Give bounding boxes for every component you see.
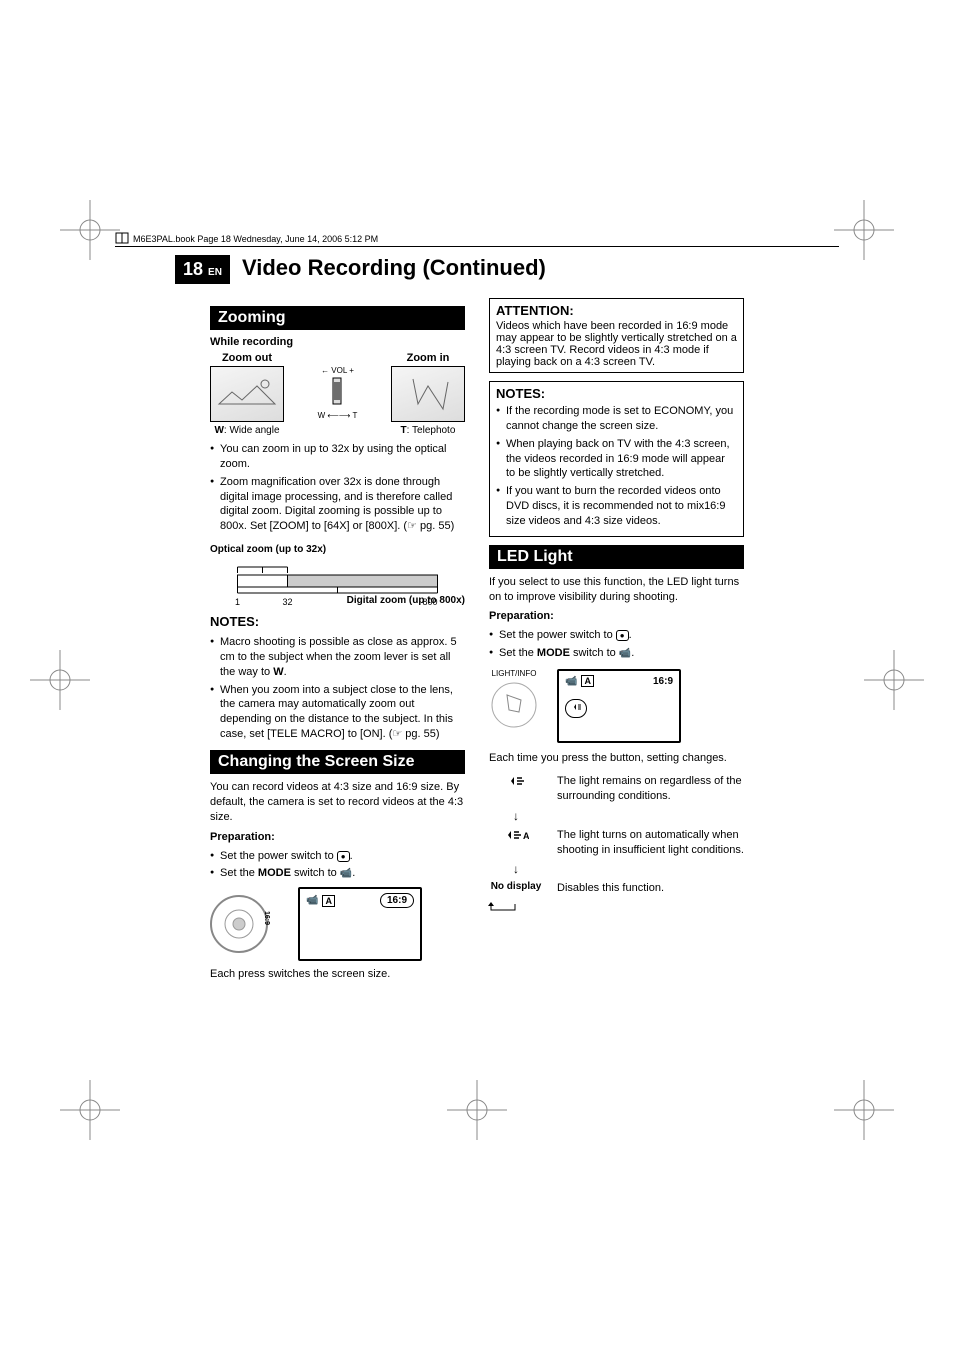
led-prep-list: Set the power switch to ●. Set the MODE …: [489, 628, 744, 661]
video-mode-icon: 📹: [340, 868, 352, 879]
video-mode-icon: 📹: [619, 648, 631, 659]
attention-box: ATTENTION: Videos which have been record…: [489, 298, 744, 373]
book-icon: [115, 232, 129, 244]
crop-mark-bm: [447, 1080, 507, 1140]
screen-preview: 📹 A 16:9: [298, 887, 422, 961]
optical-zoom-label: Optical zoom (up to 32x): [210, 544, 465, 555]
notes1-item-1: Macro shooting is possible as close as a…: [210, 635, 465, 680]
mode-loop-arrow: [485, 902, 545, 914]
a-box: A: [581, 675, 594, 687]
led-prep-title: Preparation:: [489, 610, 744, 622]
light-auto-icon: A: [489, 828, 543, 845]
led-screen-preview: 📹 A 16:9: [557, 669, 681, 743]
t-caption: T: Telephoto: [391, 425, 465, 436]
zoom-out-thumb: [210, 366, 284, 422]
arrow-down-2: ↓: [489, 863, 543, 875]
zoom-bullet-1: You can zoom in up to 32x by using the o…: [210, 442, 465, 472]
notes1-list: Macro shooting is possible as close as a…: [210, 635, 465, 742]
w-caption: W: Wide angle: [210, 425, 284, 436]
light-button-icon: [489, 680, 539, 730]
notes2-item-3: If you want to burn the recorded videos …: [496, 484, 737, 529]
notes2-title: NOTES:: [496, 386, 737, 401]
notes1-title: NOTES:: [210, 614, 465, 629]
video-icon: 📹: [565, 676, 577, 687]
crop-mark-ml: [30, 650, 90, 710]
led-intro: If you select to use this function, the …: [489, 575, 744, 605]
arrow-down-1: ↓: [489, 810, 543, 822]
svg-text:A: A: [523, 831, 529, 841]
notes1-item-2: When you zoom into a subject close to th…: [210, 683, 465, 742]
attention-title: ATTENTION:: [496, 303, 737, 318]
screensize-prep-title: Preparation:: [210, 831, 465, 843]
light-on-text: The light remains on regardless of the s…: [557, 774, 744, 804]
a-box: A: [322, 895, 335, 907]
header-rule: M6E3PAL.book Page 18 Wednesday, June 14,…: [115, 226, 839, 247]
mode-dial: 16:9: [210, 895, 268, 953]
light-modes-list: The light remains on regardless of the s…: [489, 774, 744, 917]
page-number: 18: [183, 259, 203, 279]
notes2-item-2: When playing back on TV with the 4:3 scr…: [496, 437, 737, 482]
right-column: ATTENTION: Videos which have been record…: [489, 298, 744, 987]
led-header: LED Light: [489, 545, 744, 569]
led-diagram-row: LIGHT/INFO 📹 A 16:9: [489, 669, 744, 743]
screensize-press: Each press switches the screen size.: [210, 967, 465, 982]
notes2-box: NOTES: If the recording mode is set to E…: [489, 381, 744, 537]
screensize-prep1: Set the power switch to ●.: [210, 849, 465, 864]
led-prep2: Set the MODE switch to 📹.: [489, 646, 744, 661]
light-auto-text: The light turns on automatically when sh…: [557, 828, 744, 858]
zoom-out-label: Zoom out: [210, 352, 284, 364]
led-circled-icon: [565, 699, 587, 718]
svg-text:1: 1: [235, 597, 240, 607]
page-number-box: 18 EN: [175, 255, 230, 284]
while-recording: While recording: [210, 336, 465, 348]
led-prep1: Set the power switch to ●.: [489, 628, 744, 643]
notes2-item-1: If the recording mode is set to ECONOMY,…: [496, 404, 737, 434]
left-column: Zooming While recording Zoom out W: Wide…: [210, 298, 465, 987]
screensize-intro: You can record videos at 4:3 size and 16…: [210, 780, 465, 825]
zoom-lever-diagram: ← VOL + W ⟵⟶ T: [318, 366, 358, 420]
zooming-header: Zooming: [210, 306, 465, 330]
zoom-range-diagram: 1 32 800: [214, 559, 461, 599]
screensize-header: Changing the Screen Size: [210, 750, 465, 774]
screensize-prep2: Set the MODE switch to 📹.: [210, 866, 465, 881]
zoom-bullet-2: Zoom magnification over 32x is done thro…: [210, 475, 465, 534]
crop-mark-tr: [834, 200, 894, 260]
title-row: 18 EN Video Recording (Continued): [175, 255, 779, 284]
zoom-bullets: You can zoom in up to 32x by using the o…: [210, 442, 465, 534]
ratio-text: 16:9: [653, 676, 673, 687]
zoom-in-thumb: [391, 366, 465, 422]
no-display-text: Disables this function.: [557, 881, 744, 896]
page-lang: EN: [208, 267, 222, 278]
rec-icon: ●: [337, 851, 350, 862]
rec-icon: ●: [616, 630, 629, 641]
crop-mark-mr: [864, 650, 924, 710]
no-display-label: No display: [489, 881, 543, 892]
screensize-prep-list: Set the power switch to ●. Set the MODE …: [210, 849, 465, 882]
svg-text:800: 800: [422, 597, 437, 607]
attention-body: Videos which have been recorded in 16:9 …: [496, 320, 737, 368]
page-title: Video Recording (Continued): [242, 255, 546, 281]
light-info-label: LIGHT/INFO: [489, 669, 539, 678]
crop-mark-br: [834, 1080, 894, 1140]
zoom-in-label: Zoom in: [391, 352, 465, 364]
crop-mark-tl: [60, 200, 120, 260]
light-on-icon: [489, 774, 543, 791]
led-each-press: Each time you press the button, setting …: [489, 751, 744, 766]
ratio-badge: 16:9: [380, 893, 414, 908]
header-bookinfo: M6E3PAL.book Page 18 Wednesday, June 14,…: [133, 234, 378, 244]
svg-text:32: 32: [282, 597, 292, 607]
video-icon: 📹: [306, 895, 318, 906]
zoom-row: Zoom out W: Wide angle ← VOL + W ⟵⟶ T Zo…: [210, 352, 465, 436]
crop-mark-bl: [60, 1080, 120, 1140]
